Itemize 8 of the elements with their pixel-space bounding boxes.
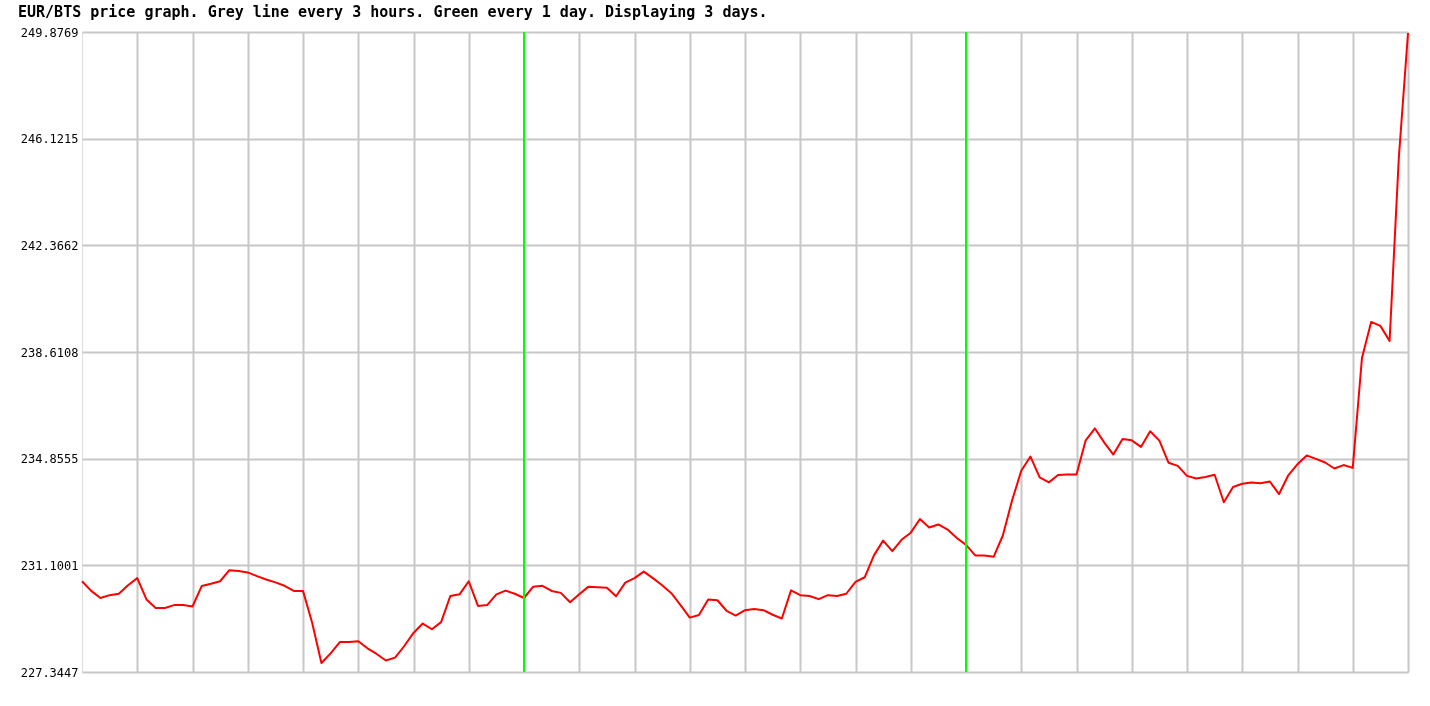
y-tick-label: 242.3662 — [20, 238, 79, 253]
y-tick-label: 238.6108 — [20, 345, 79, 360]
y-tick-label: 249.8769 — [20, 25, 79, 40]
y-tick-label: 234.8555 — [20, 452, 79, 467]
y-tick-label: 227.3447 — [20, 665, 79, 680]
y-tick-label: 246.1215 — [20, 132, 79, 147]
chart-title: EUR/BTS price graph. Grey line every 3 hours. Green every 1 day. Displaying 3 days. — [18, 3, 768, 21]
y-tick-label: 231.1001 — [20, 558, 79, 573]
